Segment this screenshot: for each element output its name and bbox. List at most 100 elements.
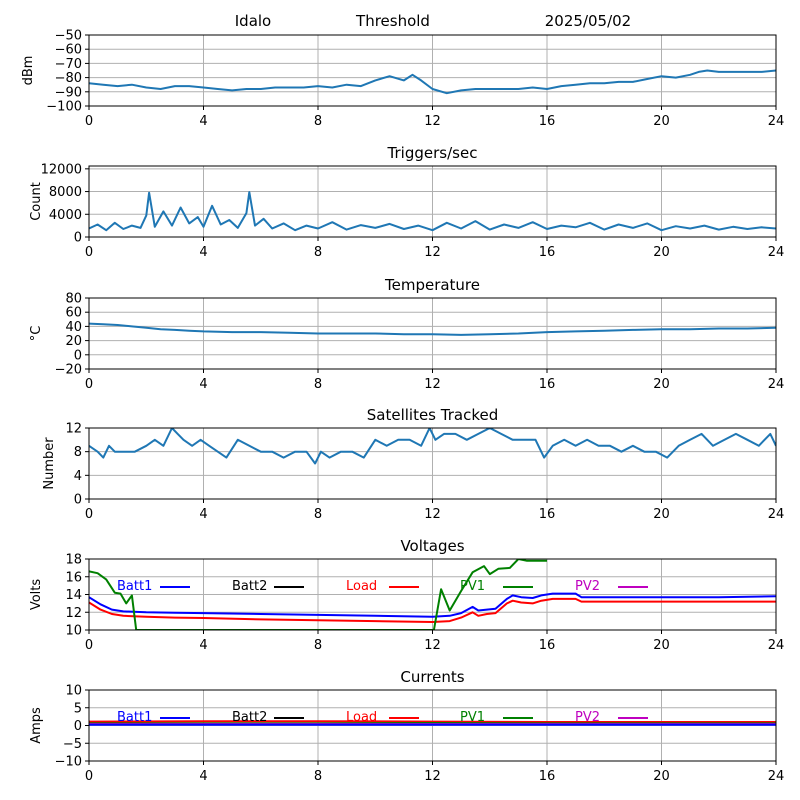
x-tick-label: 8 (314, 245, 322, 260)
y-tick-label: −10 (55, 755, 82, 770)
x-tick-label: 24 (768, 245, 785, 260)
chart-title: Triggers/sec (387, 144, 478, 162)
chart-title: Currents (400, 668, 464, 686)
x-tick-label: 4 (199, 114, 207, 129)
y-tick-label: −90 (55, 85, 82, 100)
x-tick-label: 20 (653, 638, 670, 653)
series-line-batt1 (89, 592, 776, 618)
x-tick-label: 0 (85, 377, 93, 392)
panel-threshold: 0 4 8 12 16 20 24 −100−90−80−70−60−50 dBm (21, 29, 784, 130)
x-tick-label: 4 (199, 769, 207, 784)
chart-title: Voltages (400, 537, 464, 555)
legend-label-pv1: PV1 (460, 579, 485, 594)
y-axis-label: Volts (29, 579, 44, 611)
x-tick-label: 0 (85, 507, 93, 522)
x-tick-label: 16 (539, 769, 556, 784)
chart-title: Satellites Tracked (367, 406, 498, 424)
x-tick-label: 12 (424, 769, 441, 784)
site-title: Idalo (235, 12, 271, 30)
y-axis-label: Amps (29, 707, 44, 744)
panel-currents: 0 4 8 12 16 20 24 −10 −5 0 5 10 Currents Amps Batt1 Bat… (29, 668, 784, 784)
x-tick-label: 16 (539, 245, 556, 260)
x-tick-label: 0 (85, 638, 93, 653)
y-tick-label: −70 (55, 57, 82, 72)
y-tick-label: 14 (65, 588, 82, 603)
panel-triggers: 0 4 8 12 16 20 24 0 4000 8000 12000 Triggers/sec Cou… (29, 144, 784, 260)
y-tick-label: −5 (63, 737, 82, 752)
x-tick-label: 12 (424, 245, 441, 260)
y-tick-label: 12000 (41, 162, 82, 177)
y-tick-label: 0 (74, 493, 82, 508)
chart-title: Temperature (384, 276, 480, 294)
y-axis-label: dBm (21, 56, 36, 86)
x-tick-label: 20 (653, 114, 670, 129)
x-tick-label: 16 (539, 114, 556, 129)
x-tick-label: 4 (199, 377, 207, 392)
legend-label-pv2: PV2 (575, 710, 600, 725)
x-tick-label: 8 (314, 507, 322, 522)
date-title: 2025/05/02 (545, 12, 631, 30)
legend-label-pv2: PV2 (575, 579, 600, 594)
series-line-load (89, 720, 776, 723)
y-tick-label: 8000 (49, 185, 82, 200)
x-tick-label: 16 (539, 377, 556, 392)
y-tick-label: 60 (65, 306, 82, 321)
x-tick-label: 8 (314, 638, 322, 653)
y-tick-label: 12 (65, 606, 82, 621)
series-line-triggers (89, 191, 776, 232)
y-tick-label: −100 (46, 100, 82, 115)
y-tick-label: 4000 (49, 208, 82, 223)
y-tick-label: 8 (74, 445, 82, 460)
y-tick-label: 16 (65, 570, 82, 585)
x-tick-label: 20 (653, 377, 670, 392)
x-tick-label: 8 (314, 769, 322, 784)
y-tick-label: 0 (74, 719, 82, 734)
legend-label-batt2: Batt2 (232, 710, 267, 725)
x-tick-label: 4 (199, 638, 207, 653)
x-tick-label: 20 (653, 507, 670, 522)
y-tick-label: 0 (74, 231, 82, 246)
x-tick-label: 4 (199, 245, 207, 260)
y-tick-label: 5 (74, 701, 82, 716)
legend-label-load: Load (346, 579, 377, 594)
x-tick-label: 12 (424, 507, 441, 522)
y-tick-label: 10 (65, 624, 82, 639)
series-line-temperature (89, 322, 776, 336)
x-tick-label: 24 (768, 507, 785, 522)
x-tick-label: 4 (199, 507, 207, 522)
y-tick-label: 40 (65, 320, 82, 335)
panel-satellites: 0 4 8 12 16 20 24 0 4 8 12 Satellites Tracked Number (42, 406, 784, 522)
y-axis-label: Count (29, 182, 44, 221)
x-tick-label: 24 (768, 769, 785, 784)
legend-label-load: Load (346, 710, 377, 725)
legend-label-batt1: Batt1 (117, 579, 152, 594)
legend-label-batt2: Batt2 (232, 579, 267, 594)
x-tick-label: 12 (424, 638, 441, 653)
series-line-threshold (89, 69, 776, 95)
x-tick-label: 24 (768, 377, 785, 392)
legend-label-batt1: Batt1 (117, 710, 152, 725)
y-tick-label: −20 (55, 363, 82, 378)
y-tick-label: 12 (65, 422, 82, 437)
x-tick-label: 16 (539, 507, 556, 522)
y-tick-label: −50 (55, 29, 82, 44)
series-line-pv1 (89, 559, 547, 630)
x-tick-label: 12 (424, 114, 441, 129)
x-tick-label: 8 (314, 377, 322, 392)
series-line-load (89, 597, 776, 623)
x-tick-label: 24 (768, 638, 785, 653)
x-tick-label: 0 (85, 245, 93, 260)
y-tick-label: −80 (55, 71, 82, 86)
x-tick-label: 20 (653, 245, 670, 260)
series-line-satellites (89, 428, 776, 465)
y-tick-label: 18 (65, 553, 82, 568)
x-tick-label: 20 (653, 769, 670, 784)
legend-label-pv1: PV1 (460, 710, 485, 725)
y-tick-label: 80 (65, 292, 82, 307)
y-tick-label: 20 (65, 334, 82, 349)
x-tick-label: 12 (424, 377, 441, 392)
x-tick-label: 8 (314, 114, 322, 129)
